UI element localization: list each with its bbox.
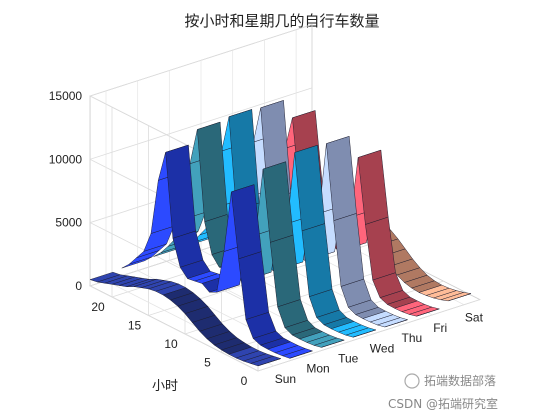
surface-sun — [89, 271, 282, 367]
day-tick-label: Mon — [306, 362, 329, 376]
surface-edge — [353, 329, 376, 338]
z-tick-label: 10000 — [49, 152, 83, 166]
z-tick-label: 15000 — [49, 89, 83, 103]
hour-tick-label: 0 — [241, 374, 248, 388]
chart-title: 按小时和星期几的自行车数量 — [184, 12, 379, 30]
surface-mon — [121, 144, 314, 359]
surface-edge — [384, 319, 408, 328]
watermark-csdn: CSDN @拓端研究室 — [388, 396, 498, 411]
surface-edge — [289, 350, 313, 359]
watermark: 拓端数据部落 CSDN @拓端研究室 — [388, 373, 498, 411]
hour-tick-label: 10 — [164, 337, 178, 351]
day-tick-label: Tue — [338, 352, 359, 366]
surface-edge — [321, 339, 345, 348]
surface-edge — [416, 308, 440, 317]
day-tick-label: Thu — [402, 331, 423, 345]
y-axis-label: 小时 — [152, 379, 178, 394]
z-tick-label: 0 — [75, 279, 82, 293]
z-tick-label: 5000 — [55, 216, 82, 230]
hour-tick-label: 5 — [204, 356, 211, 370]
surface-edge — [257, 358, 281, 367]
day-tick-label: Wed — [370, 341, 394, 355]
hour-tick-label: 15 — [128, 319, 142, 333]
surface-edge — [448, 293, 472, 302]
hour-tick-label: 20 — [91, 300, 105, 314]
day-tick-label: Sat — [465, 311, 484, 325]
watermark-wechat: 拓端数据部落 — [424, 373, 496, 388]
day-tick-label: Fri — [433, 321, 447, 335]
axis-ticks: 0 5000 10000 15000 0 5 10 15 20 Sun Mon Tue Wed Thu Fr… — [49, 89, 484, 388]
wechat-icon — [404, 373, 420, 389]
day-tick-label: Sun — [275, 372, 296, 386]
surfaces — [89, 100, 472, 367]
